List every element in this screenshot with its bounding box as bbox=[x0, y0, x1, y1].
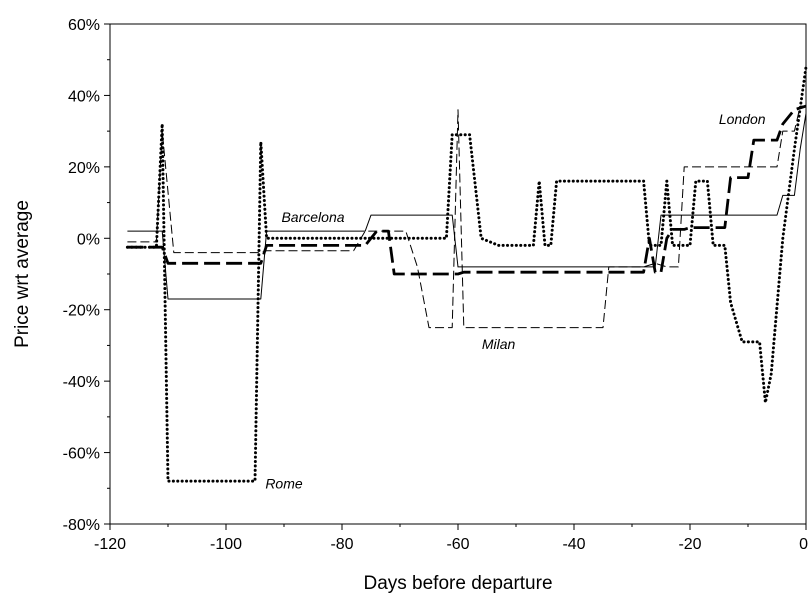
x-tick-label: -40 bbox=[562, 536, 585, 553]
y-tick-label: -80% bbox=[63, 517, 100, 534]
y-tick-label: 40% bbox=[68, 88, 100, 105]
y-tick-label: 60% bbox=[68, 17, 100, 34]
x-tick-label: -20 bbox=[678, 536, 701, 553]
x-tick-label: -60 bbox=[446, 536, 469, 553]
x-tick-label: 0 bbox=[799, 536, 808, 553]
x-tick-label: -80 bbox=[330, 536, 353, 553]
series-line-milan bbox=[127, 105, 806, 329]
annotations: Barcelona Milan London Rome bbox=[265, 111, 765, 491]
x-tick-label: -100 bbox=[210, 536, 242, 553]
annotation-milan: Milan bbox=[482, 336, 516, 352]
y-tick-label: 0% bbox=[77, 231, 100, 248]
annotation-barcelona: Barcelona bbox=[281, 209, 344, 225]
annotation-rome: Rome bbox=[265, 475, 303, 491]
axes: -80% -60% -40% -20% 0% 20% 40% 60% -120 -100 -80 -6… bbox=[63, 17, 808, 553]
series-layer bbox=[125, 65, 808, 483]
y-tick-label: -40% bbox=[63, 374, 100, 391]
y-axis-title: Price wrt average bbox=[12, 200, 33, 348]
annotation-london: London bbox=[719, 111, 766, 127]
series-line-rome bbox=[125, 65, 808, 483]
x-axis-title: Days before departure bbox=[363, 573, 552, 594]
y-tick-label: 20% bbox=[68, 160, 100, 177]
y-tick-label: -60% bbox=[63, 446, 100, 463]
x-tick-label: -120 bbox=[94, 536, 126, 553]
series-line-london bbox=[127, 104, 807, 276]
y-tick-label: -20% bbox=[63, 303, 100, 320]
